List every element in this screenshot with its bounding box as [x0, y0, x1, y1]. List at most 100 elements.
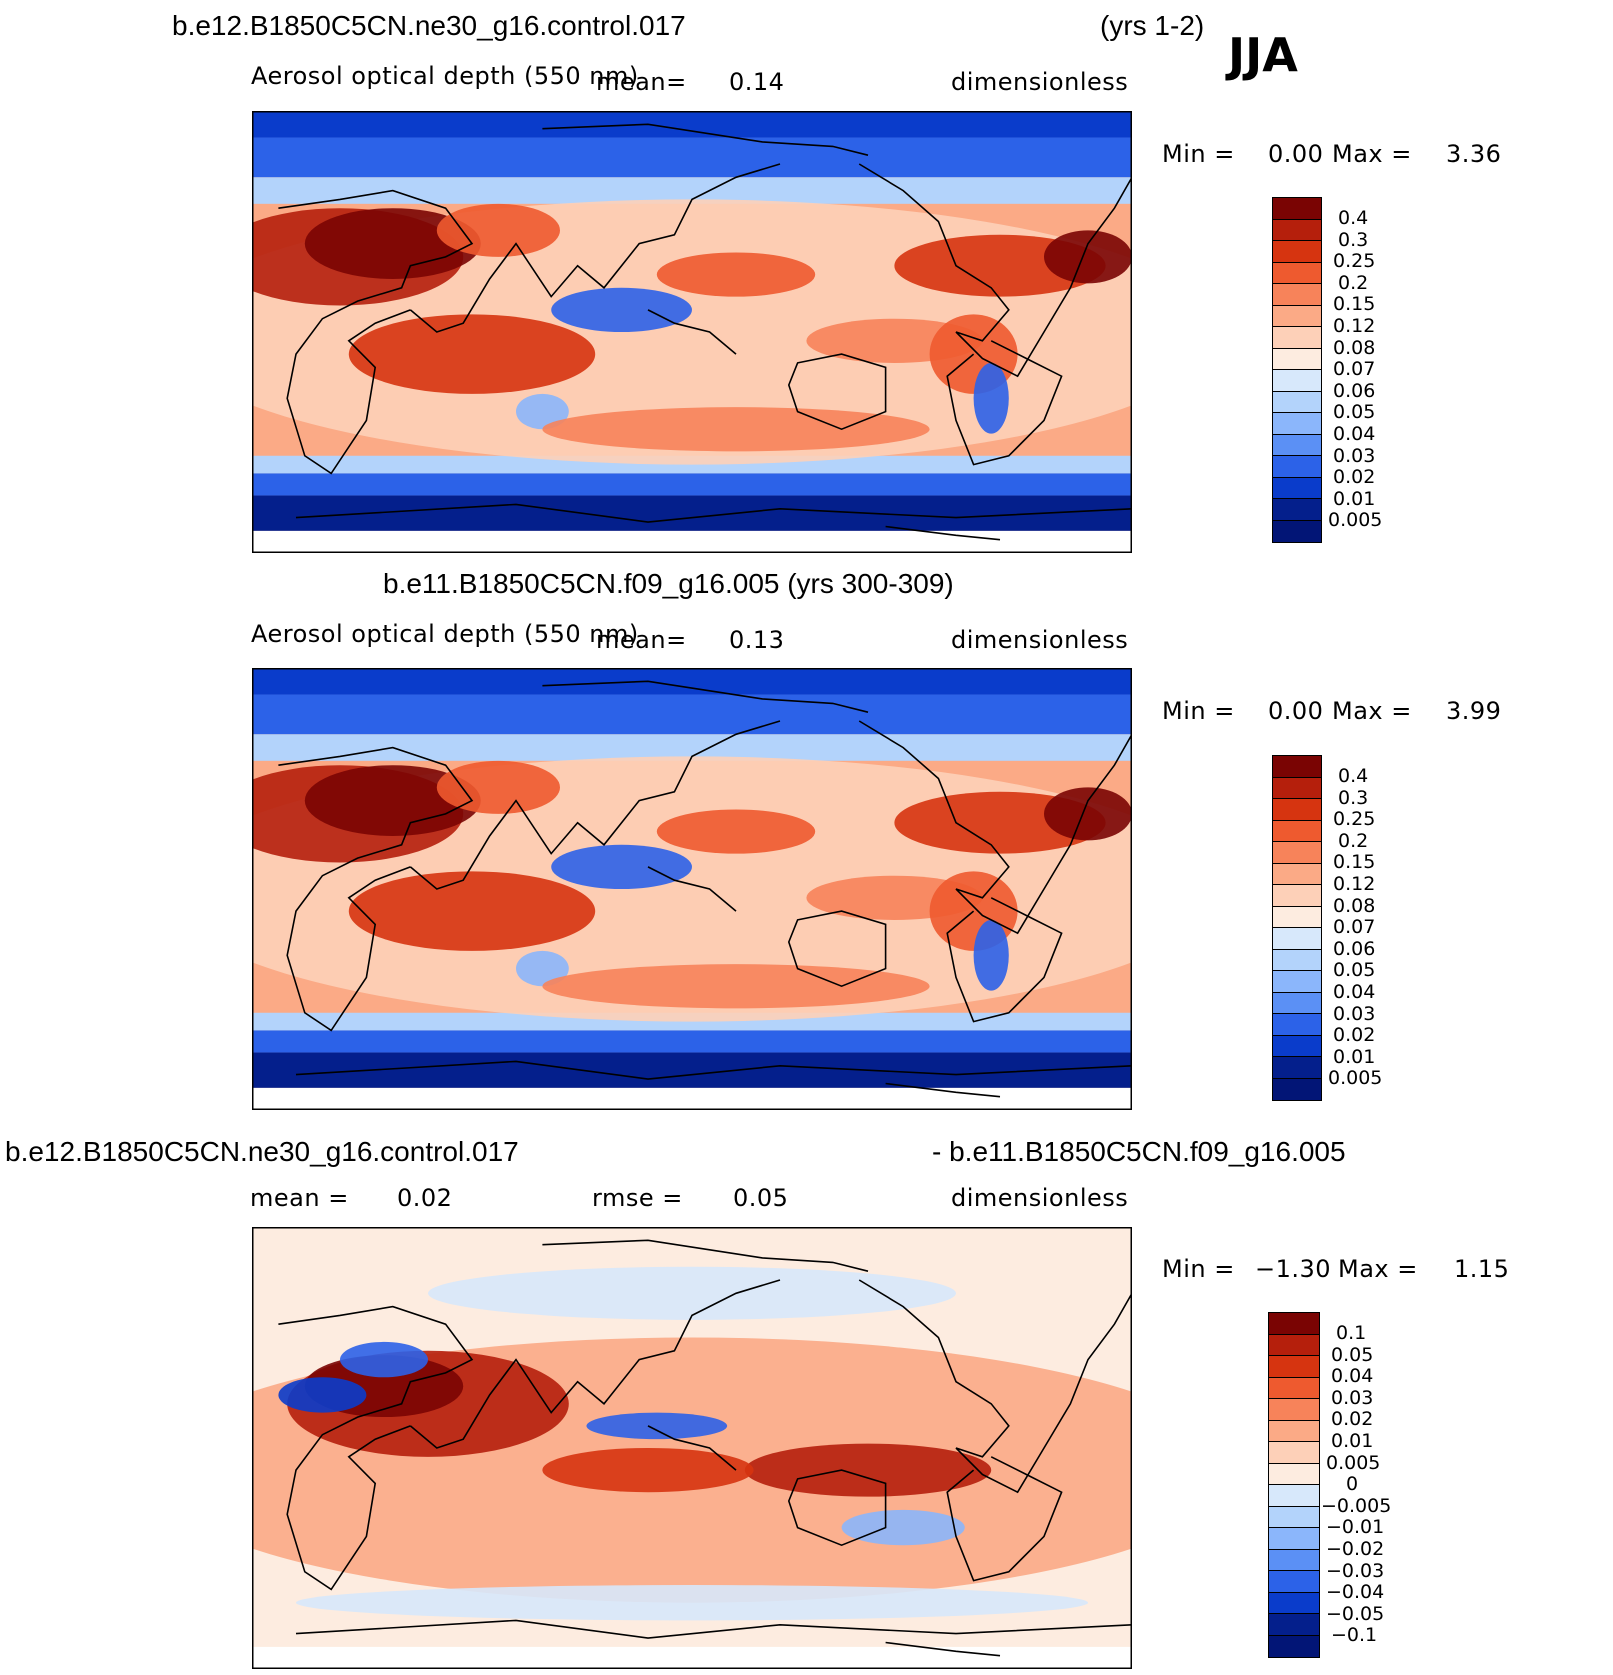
map-frame	[252, 111, 1132, 553]
colorbar-tick-label: 0.005	[1328, 509, 1383, 532]
colorbar-tick-label: 0.02	[1331, 1408, 1374, 1431]
colorbar-tick-label: 0.06	[1333, 379, 1376, 402]
colorbar-tick-label: 0.3	[1338, 786, 1369, 809]
panel1-max-value: 3.36	[1446, 140, 1502, 168]
colorbar-swatch	[1269, 1334, 1319, 1356]
coastline	[409, 1279, 781, 1449]
field-contour	[516, 393, 569, 430]
polar-band-north-2	[252, 694, 1132, 735]
colorbar-tick-label: 0.005	[1328, 1067, 1383, 1090]
field-contour	[973, 919, 1009, 991]
colorbar-tick-label: 0.08	[1333, 894, 1376, 917]
coastline	[787, 1469, 887, 1547]
panel3-max-value: 1.15	[1454, 1255, 1510, 1283]
panel2-mean-label: mean=	[596, 626, 687, 654]
colorbar-tick-label: 0.06	[1333, 937, 1376, 960]
colorbar-swatch	[1269, 1377, 1319, 1399]
coastline	[542, 1239, 869, 1272]
season-label: JJA	[1228, 28, 1298, 82]
colorbar-tick-label: −0.1	[1331, 1624, 1378, 1647]
colorbar-swatch	[1269, 1506, 1319, 1528]
colorbar-tick-label: 0.3	[1338, 228, 1369, 251]
colorbar-tick-label: −0.02	[1326, 1538, 1385, 1560]
colorbar-swatch	[1269, 1485, 1319, 1507]
colorbar-swatch	[1273, 198, 1321, 220]
panel1-min-value: 0.00	[1268, 140, 1324, 168]
colorbar-swatch	[1273, 520, 1321, 542]
missing-data-band	[252, 1087, 1132, 1110]
colorbar-tick-label: 0.04	[1333, 981, 1376, 1003]
panel3-case-title-left: b.e12.B1850C5CN.ne30_g16.control.017	[5, 1136, 519, 1167]
polar-band-north	[252, 111, 1132, 138]
panel2-mean-value: 0.13	[729, 626, 785, 654]
panel3-colorbar	[1268, 1312, 1320, 1658]
colorbar-tick-label: −0.005	[1321, 1494, 1392, 1517]
colorbar-tick-label: −0.04	[1326, 1581, 1385, 1604]
colorbar-tick-label: 0.15	[1333, 293, 1376, 316]
panel1-min-label: Min =	[1162, 140, 1235, 168]
coastline	[278, 189, 474, 475]
colorbar-tick-label: 0.15	[1333, 851, 1376, 874]
field-contour	[656, 809, 816, 854]
panel2-min-label: Min =	[1162, 697, 1235, 725]
panel1-variable: Aerosol optical depth (550 nm)	[251, 62, 639, 90]
coastline	[885, 1082, 1001, 1098]
colorbar-swatch	[1269, 1399, 1319, 1421]
colorbar-swatch	[1269, 1313, 1319, 1335]
colorbar-tick-label: 0.05	[1331, 1343, 1374, 1366]
polar-band-south-2	[252, 1030, 1132, 1053]
coastline	[885, 1641, 1001, 1657]
colorbar-swatch	[1273, 949, 1321, 971]
coastline	[858, 1279, 1132, 1494]
coastline	[295, 503, 1132, 523]
colorbar-swatch	[1273, 928, 1321, 950]
panel3-map	[252, 1227, 1132, 1669]
colorbar-tick-label: 0.07	[1333, 358, 1376, 381]
coastline	[409, 720, 781, 890]
coastline	[787, 353, 887, 431]
field-contour	[973, 362, 1009, 434]
panel2-max-label: Max =	[1332, 697, 1412, 725]
colorbar-tick-label: 0	[1346, 1473, 1359, 1496]
colorbar-tick-label: 0.25	[1333, 808, 1376, 831]
colorbar-tick-label: 0.02	[1333, 466, 1376, 489]
colorbar-swatch	[1273, 885, 1321, 907]
colorbar-tick-label: −0.03	[1326, 1559, 1385, 1582]
colorbar-tick-label: 0.04	[1331, 1365, 1374, 1388]
colorbar-tick-label: 0.03	[1333, 1002, 1376, 1025]
field-contour	[542, 964, 930, 1009]
coastline	[278, 1305, 474, 1591]
colorbar-swatch	[1269, 1528, 1319, 1550]
colorbar-swatch	[1273, 284, 1321, 306]
field-contour	[551, 287, 692, 332]
coastline	[647, 309, 737, 355]
colorbar-tick-label: 0.01	[1333, 487, 1376, 510]
colorbar-swatch	[1273, 477, 1321, 499]
colorbar-swatch	[1273, 499, 1321, 521]
coastline	[542, 123, 869, 156]
colorbar-tick-label: 0.01	[1331, 1430, 1374, 1452]
colorbar-tick-label: 0.2	[1338, 829, 1369, 852]
colorbar-swatch	[1269, 1442, 1319, 1464]
colorbar-tick-label: 0.02	[1333, 1024, 1376, 1047]
field-contour	[340, 1341, 428, 1378]
field-contour	[278, 1377, 367, 1413]
field-contour	[1044, 787, 1132, 841]
field-contour	[586, 1412, 728, 1440]
colorbar-tick-label: 0.05	[1333, 959, 1376, 982]
coastline	[946, 897, 1063, 1023]
coastline	[885, 525, 1001, 541]
colorbar-tick-label: 0.25	[1333, 250, 1376, 273]
colorbar-swatch	[1273, 219, 1321, 241]
polar-band-north	[252, 668, 1132, 695]
colorbar-tick-label: 0.1	[1336, 1322, 1367, 1344]
colorbar-swatch	[1269, 1420, 1319, 1442]
field-contour	[304, 208, 481, 279]
colorbar-tick-label: 0.4	[1338, 765, 1369, 787]
panel3-case-title-right: - b.e11.B1850C5CN.f09_g16.005	[932, 1136, 1346, 1167]
colorbar-tick-label: 0.07	[1333, 916, 1376, 939]
polar-band-north-2	[252, 137, 1132, 178]
panel2-min-value: 0.00	[1268, 697, 1324, 725]
panel2-max-value: 3.99	[1446, 697, 1502, 725]
field-contour	[744, 1443, 992, 1497]
